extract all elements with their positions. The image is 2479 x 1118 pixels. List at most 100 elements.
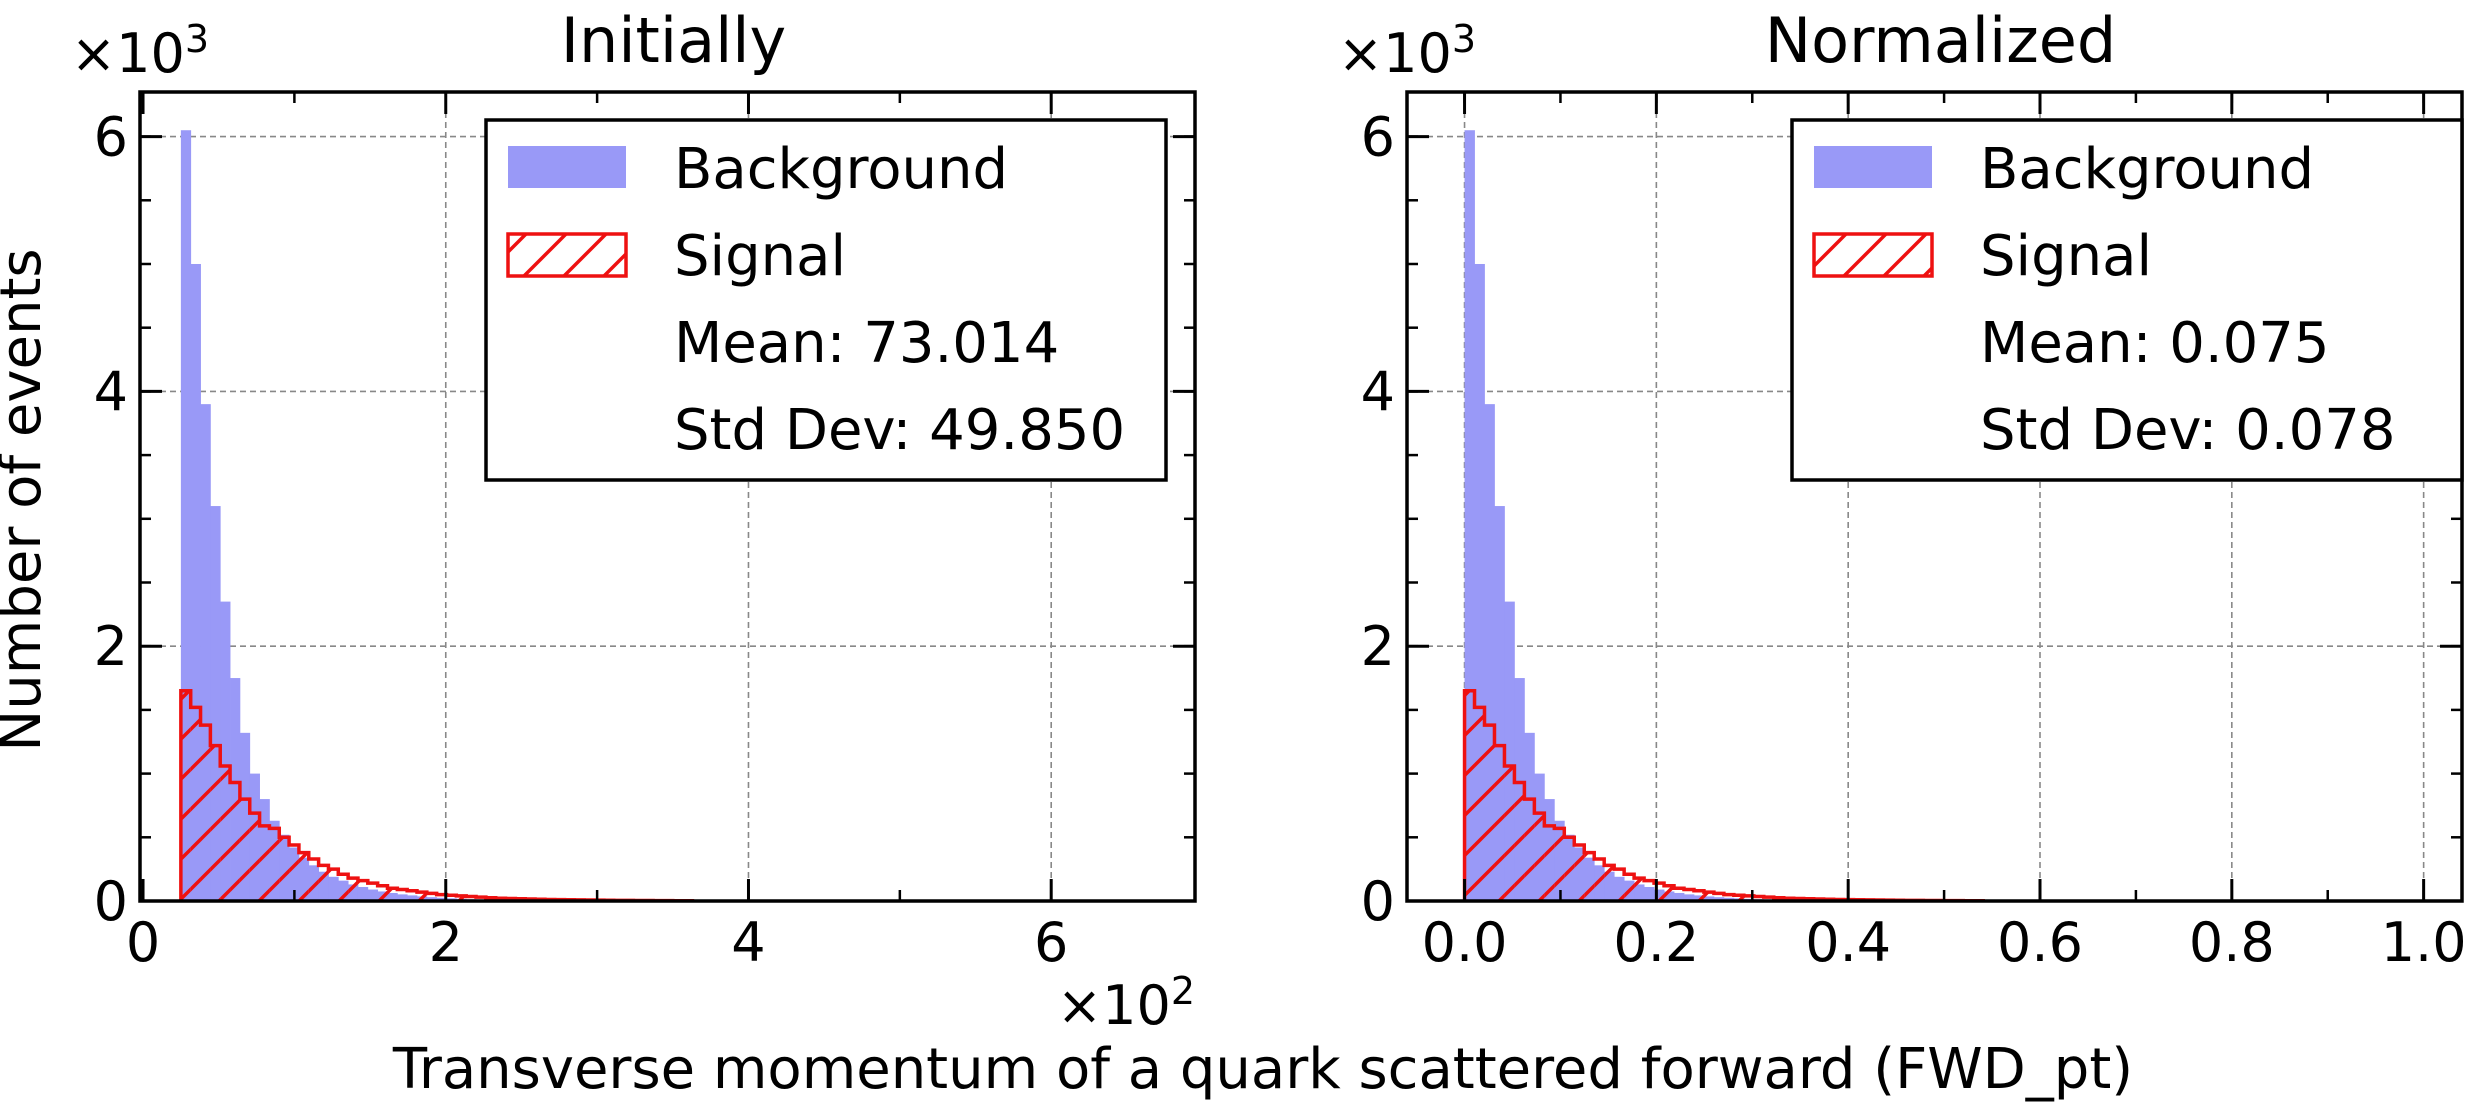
signal-bar: [269, 828, 280, 901]
x-multiplier: ×102: [1057, 969, 1195, 1037]
signal-bar: [1494, 745, 1505, 901]
signal-bar: [1474, 707, 1485, 901]
y-tick-label: 2: [94, 615, 128, 678]
signal-bar: [1564, 837, 1575, 901]
signal-bar: [318, 865, 329, 901]
background-bar: [1504, 601, 1515, 901]
signal-bar: [1604, 865, 1615, 901]
x-tick-label: 0.0: [1422, 911, 1508, 974]
signal-bar: [239, 799, 250, 901]
legend-swatch-signal: [1812, 232, 1934, 278]
y-tick-label: 0: [1361, 870, 1395, 933]
signal-bar: [466, 896, 477, 901]
signal-bar: [1594, 858, 1605, 901]
background-bar: [200, 404, 211, 901]
x-tick-label: 0: [126, 911, 160, 974]
legend-label-background: Background: [1980, 137, 2314, 202]
y-tick-label: 6: [94, 106, 128, 169]
x-axis-label: Transverse momentum of a quark scattered…: [392, 1037, 2133, 1102]
background-bar: [1494, 506, 1505, 901]
legend-std-dev: Std Dev: 49.850: [674, 398, 1125, 463]
x-tick-label: 6: [1034, 911, 1068, 974]
signal-bar: [426, 893, 437, 901]
signal-bar: [1763, 897, 1774, 901]
signal-bar: [1753, 896, 1764, 901]
legend-label-signal: Signal: [674, 224, 846, 289]
panel-title: Normalized: [1765, 4, 2117, 77]
x-tick-label: 0.8: [2189, 911, 2275, 974]
y-tick-label: 0: [94, 870, 128, 933]
signal-bar: [1743, 895, 1754, 901]
signal-bar: [1654, 883, 1665, 901]
axes-frame: [1405, 90, 2464, 903]
signal-bar: [1554, 828, 1565, 901]
signal-bar: [338, 874, 349, 901]
axes-frame: [138, 90, 1197, 903]
signal-bar: [1624, 874, 1635, 901]
signal-bar: [1524, 799, 1535, 901]
panel-title: Initially: [561, 4, 786, 77]
x-tick-label: 4: [731, 911, 765, 974]
signal-bar: [436, 894, 447, 901]
signal-bar: [289, 844, 299, 901]
signal-bar: [230, 782, 240, 901]
y-multiplier: ×103: [1338, 17, 1476, 85]
signal-bar: [397, 889, 408, 901]
signal-bar: [367, 883, 378, 901]
background-bar: [1474, 263, 1485, 901]
signal-bar: [249, 813, 260, 901]
signal-bar: [348, 878, 358, 901]
background-bar: [220, 601, 231, 901]
background-bar: [180, 130, 192, 902]
panel-initially: 0 2 4 6 0 2 4 6 ×103 ×102 Initially Background Signa…: [71, 4, 1197, 1037]
signal-bar: [279, 837, 290, 901]
signal-bar: [1544, 825, 1555, 901]
signal-bar: [328, 869, 339, 901]
signal-bar: [1683, 889, 1694, 901]
legend-label-signal: Signal: [1980, 224, 2152, 289]
signal-bar: [1644, 880, 1655, 901]
signal-bar: [476, 897, 486, 901]
legend-mean: Mean: 73.014: [674, 311, 1059, 376]
signal-bar: [1713, 893, 1724, 901]
signal-bar: [1664, 885, 1675, 901]
x-tick-label: 0.6: [1997, 911, 2083, 974]
legend-swatch-background: [508, 146, 626, 188]
signal-bar: [456, 895, 467, 901]
legend-swatch-background: [1814, 146, 1932, 188]
signal-bar: [1464, 690, 1475, 901]
legend-std-dev: Std Dev: 0.078: [1980, 398, 2396, 463]
signal-bar: [1504, 765, 1515, 901]
y-tick-label: 6: [1361, 106, 1395, 169]
signal-bar: [308, 858, 319, 901]
y-tick-label: 4: [1361, 360, 1395, 423]
panel-normalized: 0.0 0.2 0.4 0.6 0.8 1.0 0 2 4 6 ×103 Normalized Back…: [1338, 4, 2467, 974]
signal-bar: [1723, 894, 1734, 901]
signal-bar: [407, 890, 417, 901]
signal-bar: [1584, 852, 1595, 901]
legend-mean: Mean: 0.075: [1980, 311, 2330, 376]
signal-bar: [377, 885, 388, 901]
signal-bar: [220, 765, 231, 901]
signal-bar: [1514, 782, 1525, 901]
signal-bar: [1733, 895, 1744, 901]
legend-swatch-signal: [506, 232, 628, 278]
y-tick-label: 2: [1361, 615, 1395, 678]
x-tick-label: 1.0: [2381, 911, 2467, 974]
signal-bar: [1703, 892, 1714, 901]
signal-bar: [1693, 890, 1704, 901]
background-bar: [190, 263, 201, 901]
signal-bar: [446, 895, 457, 901]
signal-bar: [1484, 725, 1495, 901]
signal-bar: [180, 690, 191, 901]
signal-bar: [210, 745, 221, 901]
y-tick-label: 4: [94, 360, 128, 423]
signal-bar: [1674, 888, 1684, 901]
background-bar: [1484, 404, 1495, 901]
signal-bar: [200, 725, 211, 901]
legend-label-background: Background: [674, 137, 1008, 202]
x-tick-label: 0.2: [1613, 911, 1699, 974]
signal-bar: [1534, 813, 1545, 901]
signal-bar: [1634, 878, 1645, 901]
